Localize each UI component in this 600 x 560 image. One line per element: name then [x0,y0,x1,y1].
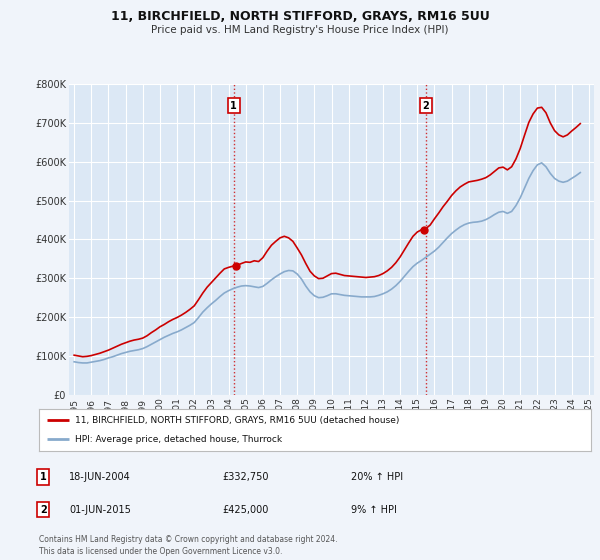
Text: 01-JUN-2015: 01-JUN-2015 [69,505,131,515]
Text: 1: 1 [230,101,237,111]
Text: 11, BIRCHFIELD, NORTH STIFFORD, GRAYS, RM16 5UU: 11, BIRCHFIELD, NORTH STIFFORD, GRAYS, R… [110,10,490,23]
Text: 2: 2 [40,505,47,515]
Text: 9% ↑ HPI: 9% ↑ HPI [351,505,397,515]
Text: 20% ↑ HPI: 20% ↑ HPI [351,472,403,482]
Text: £332,750: £332,750 [222,472,269,482]
Text: £425,000: £425,000 [222,505,268,515]
Text: HPI: Average price, detached house, Thurrock: HPI: Average price, detached house, Thur… [75,435,282,444]
Text: 11, BIRCHFIELD, NORTH STIFFORD, GRAYS, RM16 5UU (detached house): 11, BIRCHFIELD, NORTH STIFFORD, GRAYS, R… [75,416,399,424]
Text: Price paid vs. HM Land Registry's House Price Index (HPI): Price paid vs. HM Land Registry's House … [151,25,449,35]
Text: 2: 2 [422,101,429,111]
Text: 1: 1 [40,472,47,482]
Text: 18-JUN-2004: 18-JUN-2004 [69,472,131,482]
Text: Contains HM Land Registry data © Crown copyright and database right 2024.
This d: Contains HM Land Registry data © Crown c… [39,535,337,556]
